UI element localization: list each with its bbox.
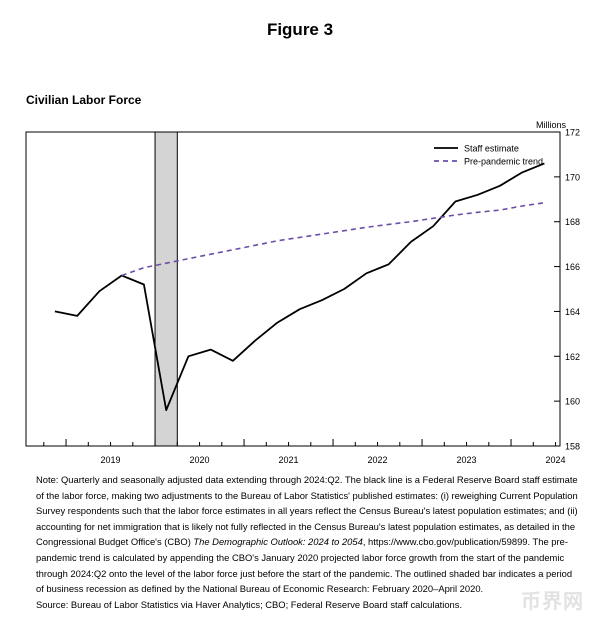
chart-notes: Note: Quarterly and seasonally adjusted … bbox=[26, 472, 581, 612]
x-tick-label: 2020 bbox=[190, 455, 210, 465]
note-paragraph: Note: Quarterly and seasonally adjusted … bbox=[26, 472, 581, 597]
y-tick-label: 164 bbox=[565, 307, 580, 317]
legend-label: Pre-pandemic trend bbox=[464, 157, 543, 167]
y-tick-label: 160 bbox=[565, 397, 580, 407]
y-tick-label: 170 bbox=[565, 172, 580, 182]
x-tick-label: 2021 bbox=[279, 455, 299, 465]
trend-line bbox=[121, 201, 545, 277]
y-axis-units-label: Millions bbox=[536, 120, 567, 130]
source-line: Source: Bureau of Labor Statistics via H… bbox=[36, 598, 463, 610]
note-text-2: , https://www.cbo.gov/publication/59899.… bbox=[36, 536, 573, 595]
chart-title: Civilian Labor Force bbox=[26, 93, 142, 107]
watermark-logo: 币界网 bbox=[521, 591, 584, 613]
recession-bar bbox=[154, 131, 178, 447]
x-tick-label: 2023 bbox=[457, 455, 477, 465]
y-tick-label: 162 bbox=[565, 352, 580, 362]
legend-label: Staff estimate bbox=[464, 144, 519, 154]
note-text-1: Note: Quarterly and seasonally adjusted … bbox=[36, 474, 578, 548]
plot-frame bbox=[25, 131, 561, 447]
x-tick-label: 2022 bbox=[368, 455, 388, 465]
x-tick-label: 2024 bbox=[546, 455, 566, 465]
y-tick-label: 172 bbox=[565, 128, 580, 138]
y-tick-label: 158 bbox=[565, 442, 580, 452]
x-tick-label: 2019 bbox=[101, 455, 121, 465]
y-tick-label: 168 bbox=[565, 217, 580, 227]
note-publication-title: The Demographic Outlook: 2024 to 2054 bbox=[193, 536, 363, 548]
estimate-line bbox=[54, 162, 545, 412]
y-tick-label: 166 bbox=[565, 262, 580, 272]
figure-title: Figure 3 bbox=[266, 20, 334, 39]
